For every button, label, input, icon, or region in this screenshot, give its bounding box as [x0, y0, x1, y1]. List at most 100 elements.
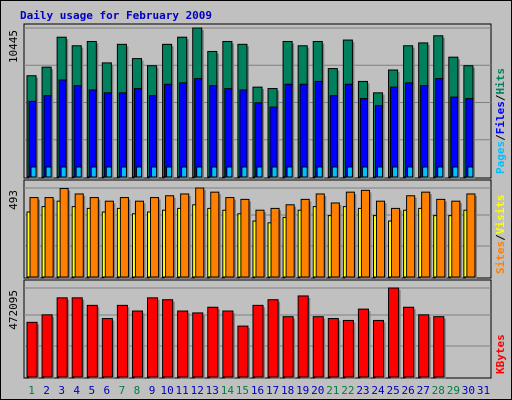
- chart-title: Daily usage for February 2009: [20, 9, 212, 22]
- bar-kbytes-day-7: [116, 304, 130, 379]
- bar-files-day-3: [58, 79, 69, 179]
- day-label-1: 1: [28, 384, 35, 397]
- bar-kbytes-day-27-body: [418, 314, 430, 378]
- bar-visits-day-30-body: [466, 193, 476, 278]
- bar-visits-day-10-body: [165, 195, 175, 278]
- day-label-21: 21: [326, 384, 339, 397]
- bar-kbytes-day-25-body: [388, 287, 400, 378]
- bar-visits-day-27-body: [421, 191, 431, 278]
- bar-kbytes-day-13-body: [207, 306, 219, 378]
- bar-pages-day-21: [331, 166, 340, 179]
- bar-kbytes-day-2-body: [41, 314, 53, 378]
- bar-pages-day-7: [120, 166, 129, 179]
- bar-pages-day-15: [241, 166, 249, 179]
- bar-kbytes-day-24-body: [372, 319, 385, 378]
- bar-visits-day-4-body: [74, 193, 84, 278]
- day-label-13: 13: [206, 384, 219, 397]
- panel-sites_visits-ymax-label: 493: [7, 190, 20, 210]
- bar-kbytes-day-15-body: [237, 325, 249, 378]
- bar-kbytes-day-21-body: [327, 318, 339, 378]
- bar-pages-day-9: [151, 166, 159, 179]
- bar-pages-day-14: [226, 166, 234, 179]
- day-label-24: 24: [371, 384, 385, 397]
- bar-pages-day-28: [437, 166, 445, 179]
- bar-pages-day-26: [407, 166, 415, 179]
- day-axis-labels: 1 2 3 4 5 6 7 8 9 10 11 12 13 14 15 16 17 18 19 20 21 22 23 24 2…: [28, 384, 490, 397]
- day-label-14: 14: [221, 384, 235, 397]
- bar-kbytes-day-28-body: [433, 316, 445, 378]
- legend-entry-hits: Hits: [494, 68, 507, 95]
- day-label-16: 16: [251, 384, 264, 397]
- bar-visits-day-18-body: [285, 204, 295, 278]
- bar-pages-day-5-body: [90, 166, 97, 178]
- bar-visits-day-28: [436, 198, 447, 279]
- bar-files-day-8: [133, 88, 144, 179]
- bar-visits-day-3: [59, 188, 71, 279]
- bar-pages-day-19: [301, 166, 310, 179]
- day-label-10: 10: [160, 384, 173, 397]
- bar-kbytes-day-20-body: [312, 316, 324, 378]
- legend-entry-files: Files: [494, 101, 507, 134]
- bar-pages-day-20-body: [316, 166, 323, 178]
- bar-files-day-13: [209, 85, 219, 179]
- bar-kbytes-day-6-body: [101, 318, 113, 378]
- bar-visits-day-21: [330, 202, 342, 279]
- bar-kbytes-day-11-body: [177, 310, 189, 378]
- day-label-20: 20: [311, 384, 324, 397]
- bar-visits-day-19-body: [300, 198, 310, 278]
- day-label-28: 28: [432, 384, 445, 397]
- bar-kbytes-day-18-body: [282, 316, 294, 378]
- legend-entry-kbytes: KBytes: [494, 334, 507, 374]
- bar-pages-day-24: [376, 166, 385, 179]
- day-label-29: 29: [447, 384, 460, 397]
- bar-visits-day-18: [285, 204, 297, 279]
- bar-files-day-4: [73, 85, 84, 179]
- bar-visits-day-12: [195, 187, 206, 279]
- bar-pages-day-2: [45, 166, 54, 179]
- bar-files-day-12: [194, 78, 204, 179]
- bar-visits-day-20: [315, 193, 327, 279]
- bar-visits-day-26: [406, 195, 417, 279]
- bar-visits-day-14: [225, 197, 236, 279]
- bar-kbytes-day-18: [282, 316, 296, 379]
- bar-kbytes-day-26: [403, 306, 416, 379]
- bar-visits-day-29-body: [451, 200, 461, 278]
- bar-visits-day-17: [270, 207, 282, 279]
- day-label-3: 3: [58, 384, 65, 397]
- bar-visits-day-6: [104, 200, 116, 279]
- bar-visits-day-28-body: [436, 198, 446, 278]
- bar-pages-day-5: [90, 166, 99, 179]
- bar-pages-day-1: [30, 166, 39, 179]
- day-label-17: 17: [266, 384, 279, 397]
- bar-files-day-5: [88, 89, 99, 179]
- bar-pages-day-9-body: [151, 166, 158, 178]
- bar-kbytes-day-25: [388, 287, 401, 379]
- bar-pages-day-1-body: [30, 166, 37, 178]
- bar-kbytes-day-22-body: [342, 319, 354, 378]
- day-label-23: 23: [356, 384, 369, 397]
- bar-kbytes-day-21: [327, 318, 341, 379]
- bar-visits-day-9-body: [150, 197, 160, 278]
- bar-visits-day-22-body: [345, 191, 355, 278]
- bar-pages-day-15-body: [241, 166, 248, 178]
- bar-pages-day-23: [361, 166, 370, 179]
- legend-separator: /: [494, 94, 507, 101]
- bar-visits-day-16: [255, 209, 267, 279]
- bar-pages-day-30: [467, 166, 475, 179]
- day-label-26: 26: [402, 384, 415, 397]
- panel-kbytes-legend: KBytes: [494, 334, 507, 374]
- bar-kbytes-day-10-body: [162, 299, 174, 378]
- bar-visits-day-24: [375, 200, 387, 279]
- day-label-7: 7: [119, 384, 126, 397]
- bar-pages-day-27-body: [422, 166, 429, 178]
- bar-pages-day-6: [105, 166, 114, 179]
- bar-visits-day-6-body: [104, 200, 114, 278]
- bar-kbytes-day-5-body: [86, 304, 98, 378]
- bar-visits-day-24-body: [375, 200, 386, 278]
- bar-visits-day-1-body: [29, 197, 39, 278]
- bar-pages-day-30-body: [467, 166, 474, 178]
- bar-pages-day-14-body: [226, 166, 233, 178]
- day-label-4: 4: [73, 384, 80, 397]
- bar-pages-day-16: [256, 166, 265, 179]
